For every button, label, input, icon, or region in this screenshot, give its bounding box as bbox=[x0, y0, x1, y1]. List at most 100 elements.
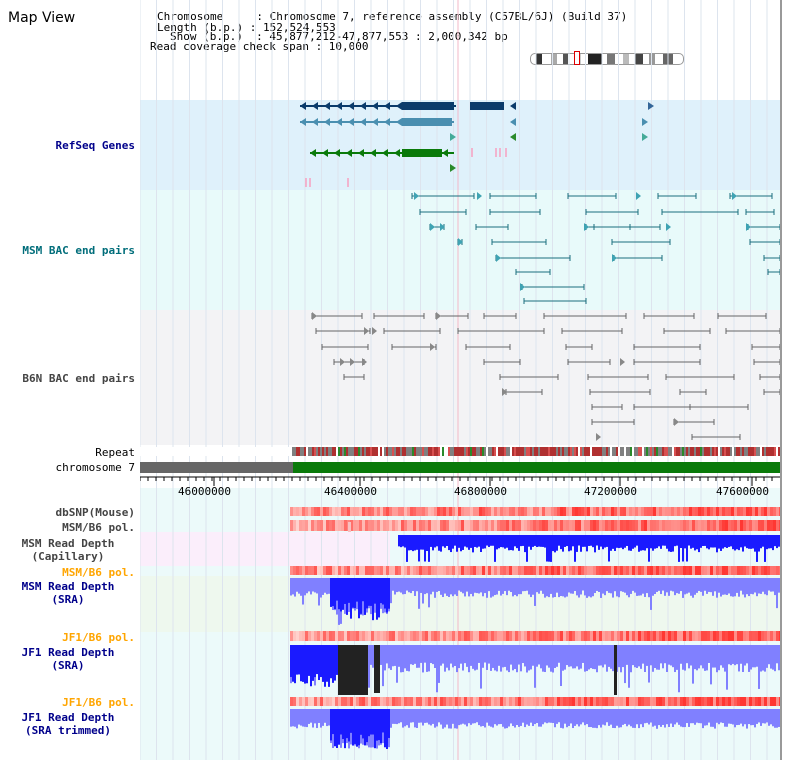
polymorphism-cell bbox=[593, 566, 596, 575]
track-label-b6n-bac[interactable]: B6N BAC end pairs bbox=[22, 372, 135, 385]
repeat-element bbox=[438, 447, 440, 456]
depth-bar bbox=[554, 535, 556, 553]
depth-bar bbox=[572, 645, 574, 669]
track-label-msm-depth-capillary[interactable]: MSM Read Depth (Capillary) bbox=[0, 537, 136, 563]
polymorphism-cell bbox=[383, 631, 386, 641]
polymorphism-cell bbox=[434, 566, 437, 575]
polymorphism-cell bbox=[443, 631, 446, 641]
depth-bar bbox=[328, 645, 330, 687]
depth-bar bbox=[778, 535, 780, 547]
polymorphism-cell bbox=[620, 697, 623, 706]
depth-bar bbox=[612, 645, 614, 672]
track-label-dbsnp[interactable]: dbSNP(Mouse) bbox=[55, 506, 135, 519]
polymorphism-cell bbox=[314, 566, 317, 575]
polymorphism-cell bbox=[395, 697, 398, 706]
polymorphism-cell bbox=[335, 520, 338, 531]
polymorphism-cell bbox=[683, 697, 686, 706]
depth-bar bbox=[698, 645, 700, 669]
depth-bar bbox=[626, 645, 628, 665]
polymorphism-cell bbox=[755, 697, 758, 706]
depth-bar bbox=[544, 645, 546, 673]
polymorphism-cell bbox=[542, 520, 545, 531]
track-label-msm-pol[interactable]: MSM/B6 pol. bbox=[62, 521, 135, 534]
track-label-chromosome[interactable]: chromosome 7 bbox=[55, 461, 135, 474]
depth-bar bbox=[762, 709, 764, 724]
polymorphism-cell bbox=[575, 507, 578, 516]
polymorphism-cell bbox=[383, 566, 386, 575]
polymorphism-cell bbox=[674, 631, 677, 641]
track-label-jf1-depth-trimmed[interactable]: JF1 Read Depth (SRA trimmed) bbox=[0, 711, 136, 737]
depth-bar bbox=[540, 709, 542, 727]
polymorphism-cell bbox=[587, 631, 590, 641]
polymorphism-cell bbox=[734, 697, 737, 706]
depth-bar bbox=[638, 645, 640, 667]
depth-bar bbox=[672, 709, 674, 727]
depth-bar bbox=[620, 578, 622, 592]
depth-bar bbox=[506, 578, 508, 596]
track-label-jf1-pol[interactable]: JF1/B6 pol. bbox=[62, 631, 135, 644]
depth-bar bbox=[332, 578, 334, 607]
depth-bar bbox=[424, 535, 426, 562]
track-label-refseq[interactable]: RefSeq Genes bbox=[55, 139, 135, 152]
depth-bar bbox=[664, 645, 666, 664]
depth-bar bbox=[418, 645, 420, 668]
track-label-jf1-depth-sra[interactable]: JF1 Read Depth (SRA) bbox=[0, 646, 136, 672]
depth-bar bbox=[400, 535, 402, 548]
depth-bar bbox=[354, 709, 356, 744]
depth-bar bbox=[342, 709, 344, 739]
track-label-jf1-pol-2[interactable]: JF1/B6 pol. bbox=[62, 696, 135, 709]
polymorphism-cell bbox=[521, 697, 524, 706]
repeat-element bbox=[352, 447, 354, 456]
polymorphism-cell bbox=[293, 566, 296, 575]
repeat-element bbox=[492, 447, 494, 456]
polymorphism-cell bbox=[764, 631, 767, 641]
polymorphism-cell bbox=[311, 507, 314, 516]
depth-bar bbox=[306, 645, 308, 684]
polymorphism-cell bbox=[419, 507, 422, 516]
track-label-msm-bac[interactable]: MSM BAC end pairs bbox=[22, 244, 135, 257]
polymorphism-cell bbox=[323, 566, 326, 575]
bac-end-marker bbox=[414, 192, 419, 200]
polymorphism-cell bbox=[389, 507, 392, 516]
depth-bar bbox=[554, 709, 556, 728]
polymorphism-cell bbox=[560, 520, 563, 531]
polymorphism-cell bbox=[428, 566, 431, 575]
polymorphism-cell bbox=[515, 631, 518, 641]
polymorphism-cell bbox=[458, 507, 461, 516]
repeat-element bbox=[678, 447, 680, 456]
polymorphism-cell bbox=[500, 507, 503, 516]
depth-bar bbox=[658, 645, 660, 670]
depth-bar bbox=[608, 578, 610, 593]
depth-bar bbox=[530, 645, 532, 670]
repeat-element bbox=[452, 447, 454, 456]
bac-end-marker bbox=[440, 223, 445, 231]
polymorphism-cell bbox=[704, 631, 707, 641]
depth-bar bbox=[444, 709, 446, 728]
depth-bar bbox=[330, 709, 332, 741]
depth-bar bbox=[452, 645, 454, 668]
track-label-repeat[interactable]: Repeat bbox=[95, 446, 135, 459]
polymorphism-cell bbox=[554, 631, 557, 641]
depth-bar bbox=[526, 645, 528, 673]
depth-bar bbox=[618, 709, 620, 728]
depth-bar bbox=[726, 709, 728, 727]
genome-track-canvas[interactable]: 46000000 46400000 46800000 47200000 47600000 bbox=[140, 0, 780, 760]
ideogram-position-marker[interactable] bbox=[574, 51, 580, 65]
depth-bar bbox=[722, 578, 724, 595]
repeat-element bbox=[386, 447, 388, 456]
depth-bar bbox=[418, 709, 420, 723]
depth-bar bbox=[734, 709, 736, 728]
track-label-msm-pol-2[interactable]: MSM/B6 pol. bbox=[62, 566, 135, 579]
repeat-element bbox=[466, 447, 468, 456]
track-label-msm-depth-sra[interactable]: MSM Read Depth (SRA) bbox=[0, 580, 136, 606]
polymorphism-cell bbox=[653, 697, 656, 706]
depth-bar bbox=[724, 535, 726, 548]
polymorphism-cell bbox=[416, 520, 419, 531]
repeat-element bbox=[404, 447, 406, 456]
repeat-element bbox=[540, 447, 542, 456]
polymorphism-cell bbox=[626, 697, 629, 706]
depth-bar bbox=[576, 709, 578, 725]
polymorphism-cell bbox=[518, 631, 521, 641]
track-label-line: JF1 Read Depth bbox=[21, 646, 115, 659]
polymorphism-cell bbox=[611, 520, 614, 531]
